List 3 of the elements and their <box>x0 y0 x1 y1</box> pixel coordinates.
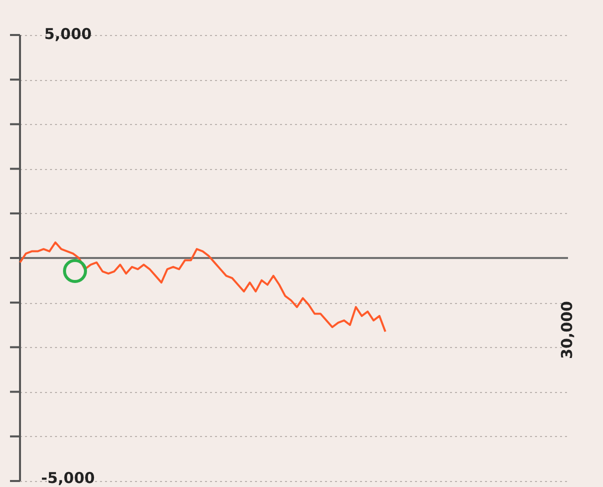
y-tick-label: 5,000 <box>44 24 92 43</box>
annotation: 30,000 <box>558 301 576 359</box>
y-tick-label: -5,000 <box>41 468 95 487</box>
